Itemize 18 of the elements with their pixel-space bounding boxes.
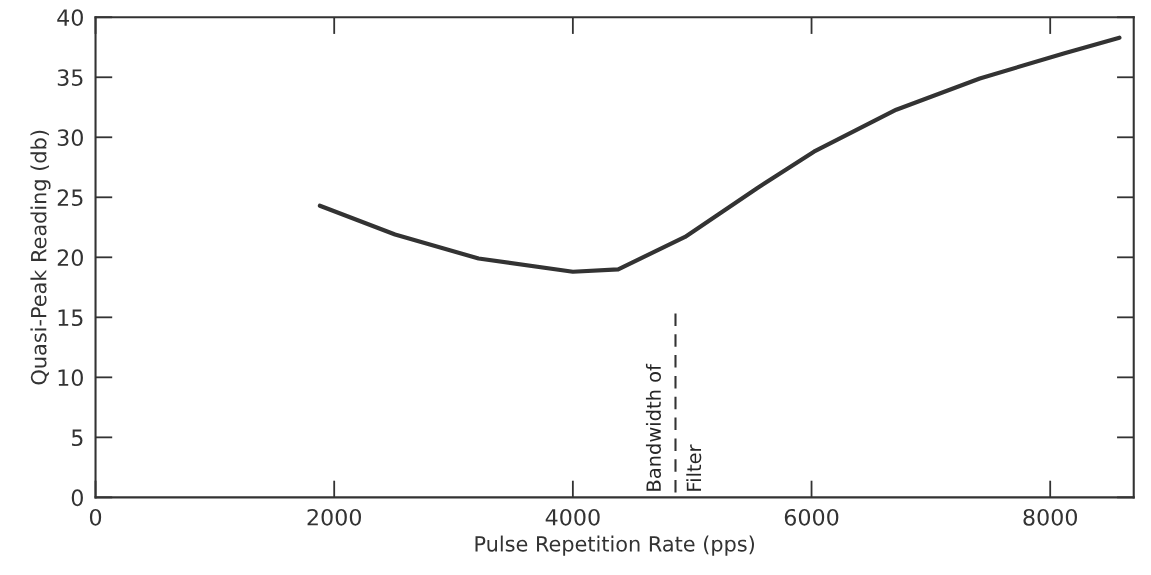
y-tick-label: 40 [57, 9, 83, 27]
y-tick-label: 25 [57, 189, 83, 207]
x-tick-label: 6000 [784, 508, 839, 526]
y-tick-label: 5 [72, 429, 83, 447]
y-tick-label: 20 [57, 249, 83, 267]
line-series [317, 35, 1122, 274]
text: Bandwidth of Filter [645, 363, 702, 491]
x-axis-title: Pulse Repetition Rate (pps) [475, 535, 754, 556]
y-axis-title: Quasi-Peak Reading (db) [30, 130, 51, 385]
y-tick-label: 35 [57, 69, 83, 87]
y-tick-label: 10 [58, 369, 83, 387]
y-tick-label: 15 [58, 309, 83, 327]
x-tick-label: 8000 [1023, 508, 1077, 526]
x-tick-label: 0 [89, 508, 102, 526]
x-tick-label: 4000 [545, 508, 600, 526]
x-tick-label: 2000 [307, 508, 361, 526]
y-tick-label: 0 [71, 489, 83, 507]
y-tick-label: 30 [57, 129, 83, 147]
